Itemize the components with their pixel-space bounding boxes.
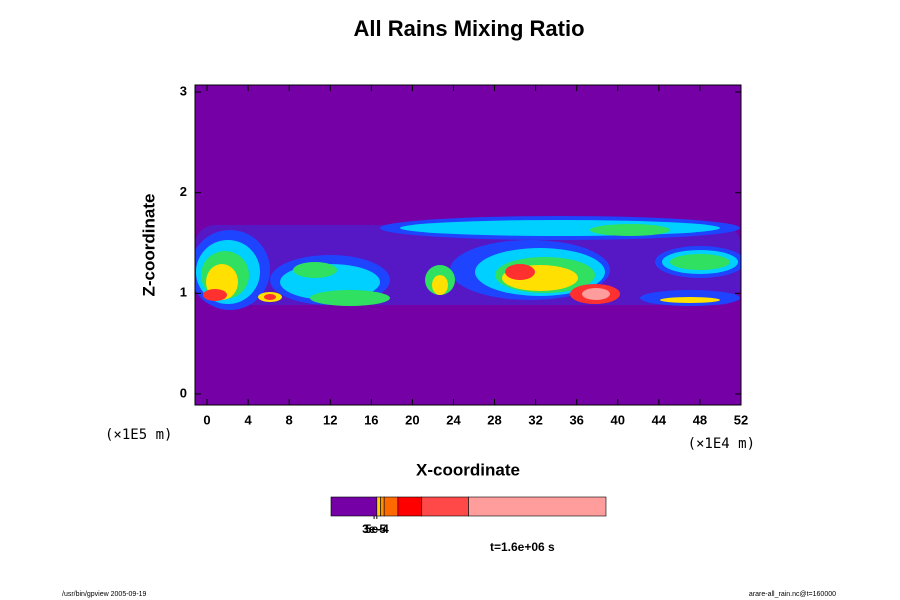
x-tick-label: 0: [203, 412, 210, 427]
y-axis-label: Z-coordinate: [139, 194, 158, 297]
footer-left: /usr/bin/gpview 2005-09-19: [62, 591, 147, 598]
contour-blob: [264, 294, 276, 300]
colorbar-segment: [468, 496, 607, 517]
x-tick-label: 12: [323, 412, 337, 427]
y-unit: (×1E5 m): [105, 427, 172, 443]
colorbar-segment: [397, 496, 423, 517]
colorbar-segment: [376, 496, 381, 517]
colorbar-tick-label: 3e-5: [362, 522, 386, 536]
contour-blob: [293, 262, 337, 278]
contour-blob: [310, 290, 390, 306]
contour-blob: [505, 264, 535, 280]
y-tick-label: 3: [180, 83, 187, 98]
colorbar-segment: [421, 496, 469, 517]
contour-blob: [670, 254, 730, 270]
x-tick-label: 40: [611, 412, 625, 427]
x-tick-label: 8: [286, 412, 293, 427]
colorbar-segment: [383, 496, 399, 517]
y-tick-label: 0: [180, 385, 187, 400]
contour-blob: [590, 224, 670, 236]
plot-frame: [194, 84, 742, 406]
colorbar-segment: [330, 496, 378, 517]
colorbar-tick-label: 5e-4: [365, 522, 389, 536]
time-label: t=1.6e+06 s: [490, 540, 555, 554]
colorbar: 3e-55e-4: [330, 496, 607, 536]
plot-background: [195, 85, 741, 405]
x-tick-label: 20: [405, 412, 419, 427]
y-tick-label: 1: [180, 285, 187, 300]
contour-blob: [432, 275, 448, 295]
x-tick-label: 48: [693, 412, 707, 427]
footer-right: arare-all_rain.nc@t=160000: [749, 591, 836, 598]
x-tick-label: 52: [734, 412, 748, 427]
chart-title: All Rains Mixing Ratio: [353, 16, 584, 41]
x-tick-label: 16: [364, 412, 378, 427]
x-tick-label: 36: [569, 412, 583, 427]
contour-blob: [582, 288, 610, 300]
contour-blob: [400, 220, 720, 236]
y-tick-label: 2: [180, 184, 187, 199]
x-unit: (×1E4 m): [688, 436, 755, 452]
colorbar-segment: [380, 496, 385, 517]
x-tick-label: 44: [652, 412, 667, 427]
contour-blob: [203, 289, 227, 301]
x-axis-label: X-coordinate: [416, 460, 520, 479]
x-tick-label: 32: [528, 412, 542, 427]
x-tick-label: 24: [446, 412, 461, 427]
contour-field: [195, 216, 741, 310]
contour-blob: [660, 297, 720, 303]
plot-area: [195, 85, 741, 405]
x-tick-label: 4: [244, 412, 252, 427]
x-tick-label: 28: [487, 412, 501, 427]
